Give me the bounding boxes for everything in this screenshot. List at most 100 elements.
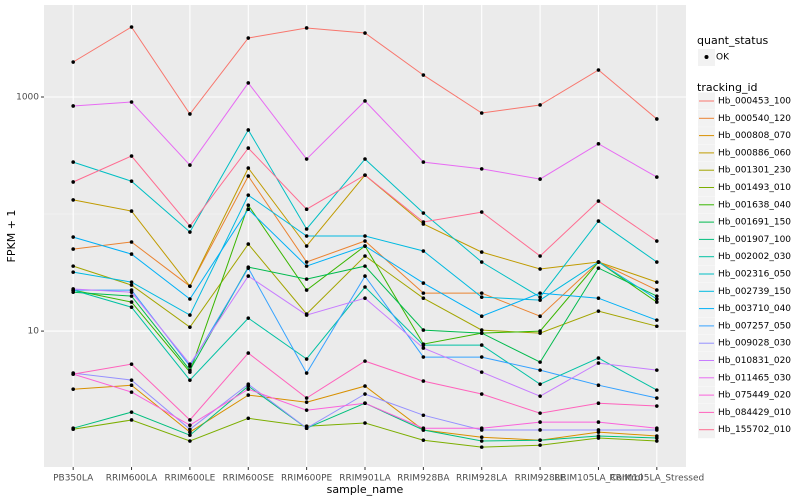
data-point <box>129 179 134 183</box>
data-point <box>655 117 659 121</box>
data-point <box>655 388 659 392</box>
data-point <box>188 430 192 434</box>
data-point <box>538 420 542 424</box>
data-point <box>363 254 367 258</box>
data-point <box>479 111 484 115</box>
x-tick-label: PB350LA <box>53 474 94 484</box>
x-axis-label: sample_name <box>327 483 404 496</box>
data-point <box>479 439 484 443</box>
data-point <box>129 100 134 104</box>
data-point <box>655 239 659 243</box>
data-point <box>129 290 134 294</box>
y-axis-label: FPKM + 1 <box>5 210 18 263</box>
legend-label: Hb_155702_010 <box>718 425 791 435</box>
data-point <box>188 368 192 372</box>
y-tick-label: 1000 <box>16 93 39 103</box>
data-point <box>188 439 192 443</box>
data-point <box>596 309 601 313</box>
legend-label: Hb_000453_100 <box>718 97 791 107</box>
data-point <box>538 103 542 107</box>
data-point <box>246 146 251 150</box>
data-point <box>479 435 484 440</box>
data-point <box>655 175 659 179</box>
data-point <box>304 157 309 161</box>
data-point <box>188 325 192 329</box>
data-point <box>596 219 601 223</box>
data-point <box>363 244 367 248</box>
data-point <box>188 427 192 432</box>
data-point <box>479 331 484 335</box>
legend-label: Hb_000808_070 <box>718 131 791 141</box>
data-point <box>71 264 75 268</box>
data-point <box>188 224 192 228</box>
data-point <box>246 81 251 85</box>
legend-label: Hb_084429_010 <box>718 408 791 418</box>
data-point <box>246 274 251 278</box>
data-point <box>304 264 309 268</box>
legend-label: Hb_002316_050 <box>718 270 791 280</box>
data-point <box>304 357 309 361</box>
data-point <box>71 180 75 184</box>
data-point <box>655 260 659 264</box>
data-point <box>129 252 134 256</box>
data-point <box>479 328 484 332</box>
data-point <box>188 423 192 428</box>
data-point <box>246 36 251 40</box>
data-point <box>655 300 659 304</box>
data-point <box>246 316 251 320</box>
legend-label: Hb_000886_060 <box>718 148 791 158</box>
x-tick-label: RRIM600LA <box>106 474 158 484</box>
data-point <box>363 173 367 177</box>
data-point <box>655 297 659 301</box>
data-point <box>246 128 251 132</box>
data-point <box>71 426 75 431</box>
data-point <box>596 142 601 146</box>
x-tick-label: RRIM600SE <box>223 474 275 484</box>
data-point <box>479 445 484 449</box>
data-point <box>71 60 75 64</box>
grid <box>44 5 686 467</box>
legend-label: Hb_001301_230 <box>718 166 791 176</box>
data-point <box>421 343 426 347</box>
data-point <box>363 264 367 268</box>
data-point <box>304 244 309 248</box>
data-point <box>129 390 134 394</box>
data-point <box>596 68 601 72</box>
data-point <box>71 104 75 108</box>
data-point <box>596 434 601 438</box>
data-point <box>188 433 192 437</box>
data-point <box>304 313 309 317</box>
data-point <box>421 413 426 418</box>
data-point <box>479 355 484 359</box>
data-point <box>421 328 426 332</box>
data-point <box>129 305 134 310</box>
points <box>71 25 659 449</box>
data-point <box>538 438 542 442</box>
data-point <box>129 294 134 298</box>
data-point <box>655 396 659 400</box>
legend-label: Hb_009028_030 <box>718 339 791 349</box>
data-point <box>538 368 542 372</box>
data-point <box>246 351 251 355</box>
data-point <box>246 416 251 421</box>
data-point <box>421 379 426 383</box>
data-point <box>304 371 309 375</box>
data-point <box>479 167 484 171</box>
data-point <box>363 384 367 388</box>
data-point <box>246 193 251 197</box>
data-point <box>363 359 367 363</box>
data-point <box>188 378 192 382</box>
y-tick-label: 10 <box>28 327 40 337</box>
data-point <box>188 230 192 234</box>
data-point <box>188 284 192 288</box>
data-point <box>479 314 484 319</box>
data-point <box>479 250 484 254</box>
data-point <box>421 220 426 224</box>
data-point <box>71 270 75 274</box>
data-point <box>246 166 251 170</box>
data-point <box>655 288 659 292</box>
data-point <box>304 234 309 238</box>
data-point <box>421 296 426 300</box>
data-point <box>71 235 75 239</box>
x-tick-label: RRIM105LA_Stressed <box>609 474 704 484</box>
